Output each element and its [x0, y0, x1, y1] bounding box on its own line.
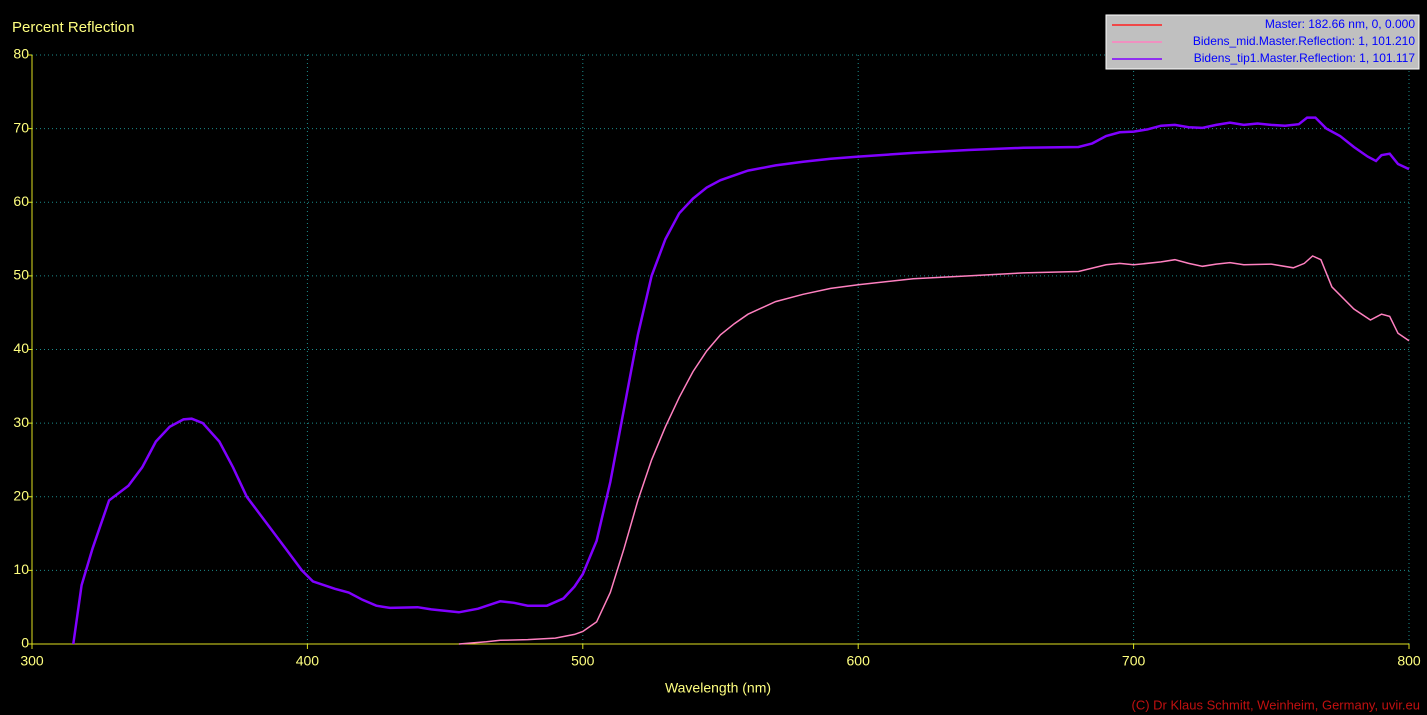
x-tick-label: 400 — [296, 653, 320, 669]
credit: (C) Dr Klaus Schmitt, Weinheim, Germany,… — [1132, 697, 1421, 712]
legend-label: Bidens_mid.Master.Reflection: 1, 101.210 — [1193, 34, 1415, 48]
legend-label: Bidens_tip1.Master.Reflection: 1, 101.11… — [1194, 51, 1416, 65]
y-tick-label: 80 — [13, 46, 29, 62]
x-tick-label: 700 — [1122, 653, 1146, 669]
x-tick-label: 300 — [20, 653, 44, 669]
x-tick-label: 800 — [1397, 653, 1421, 669]
y-tick-label: 40 — [13, 340, 29, 356]
x-tick-label: 500 — [571, 653, 595, 669]
x-tick-label: 600 — [847, 653, 871, 669]
y-tick-label: 30 — [13, 414, 29, 430]
y-tick-label: 50 — [13, 267, 29, 283]
y-tick-label: 0 — [21, 635, 29, 651]
y-tick-label: 10 — [13, 561, 29, 577]
x-axis-label: Wavelength (nm) — [665, 680, 771, 696]
y-tick-label: 70 — [13, 119, 29, 135]
series-line — [72, 116, 1410, 645]
series-line — [458, 255, 1410, 645]
chart-title: Percent Reflection — [12, 19, 135, 36]
y-tick-label: 20 — [13, 487, 29, 503]
y-tick-label: 60 — [13, 193, 29, 209]
legend-label: Master: 182.66 nm, 0, 0.000 — [1265, 17, 1415, 31]
